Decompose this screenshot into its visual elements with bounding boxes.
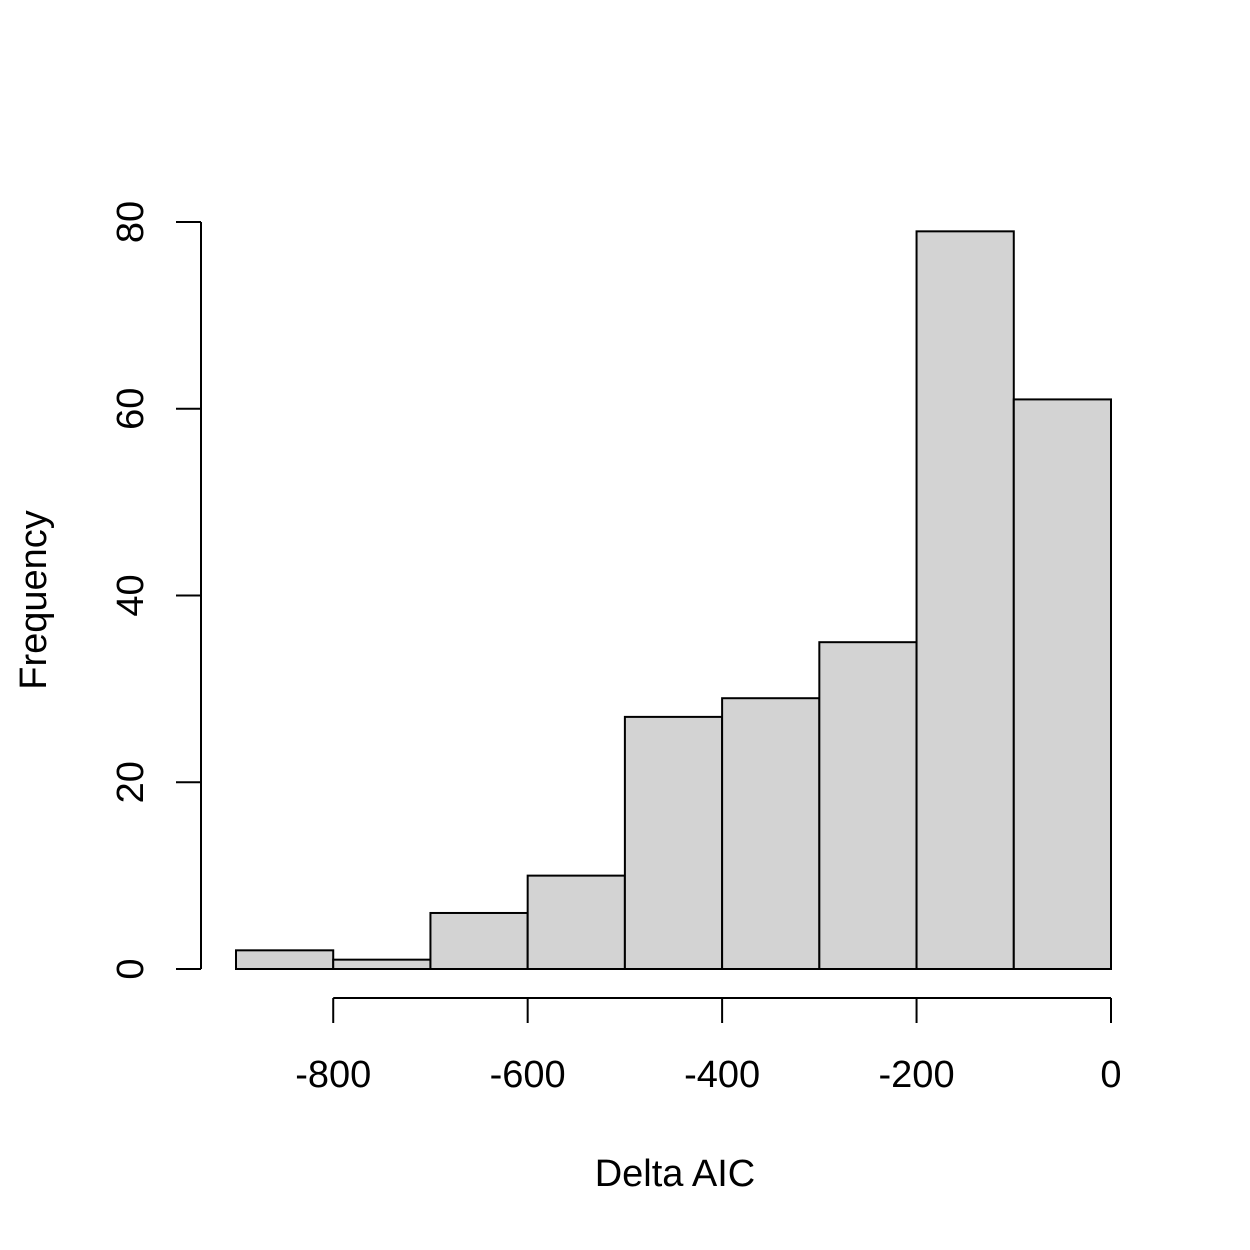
x-tick-label: -200	[879, 1054, 955, 1096]
x-axis: -800 -600 -400 -200 0	[295, 997, 1122, 1096]
histogram-bar-3	[526, 874, 626, 970]
y-tick-label: 40	[110, 574, 152, 616]
histogram-bar-0	[235, 949, 335, 971]
x-tick-label: -800	[295, 1054, 371, 1096]
histogram-bar-5	[721, 697, 821, 971]
y-tick-label: 80	[110, 201, 152, 243]
histogram-bar-1	[332, 958, 432, 970]
x-tick-label: -600	[490, 1054, 566, 1096]
histogram-bar-7	[915, 230, 1015, 970]
histogram-bar-8	[1012, 398, 1112, 971]
y-tick-label: 0	[110, 958, 152, 979]
histogram-bar-2	[429, 911, 529, 970]
y-tick-label: 60	[110, 388, 152, 430]
y-axis-title: Frequency	[13, 510, 55, 690]
histogram-bar-4	[623, 715, 724, 971]
histogram-bar-6	[818, 641, 918, 970]
x-axis-title: Delta AIC	[595, 1153, 756, 1195]
x-tick-label: -400	[684, 1054, 760, 1096]
x-tick-label: 0	[1100, 1054, 1121, 1096]
y-tick-label: 20	[110, 761, 152, 803]
y-axis: 0 20 40 60 80	[110, 201, 202, 980]
histogram-bars	[235, 230, 1112, 971]
